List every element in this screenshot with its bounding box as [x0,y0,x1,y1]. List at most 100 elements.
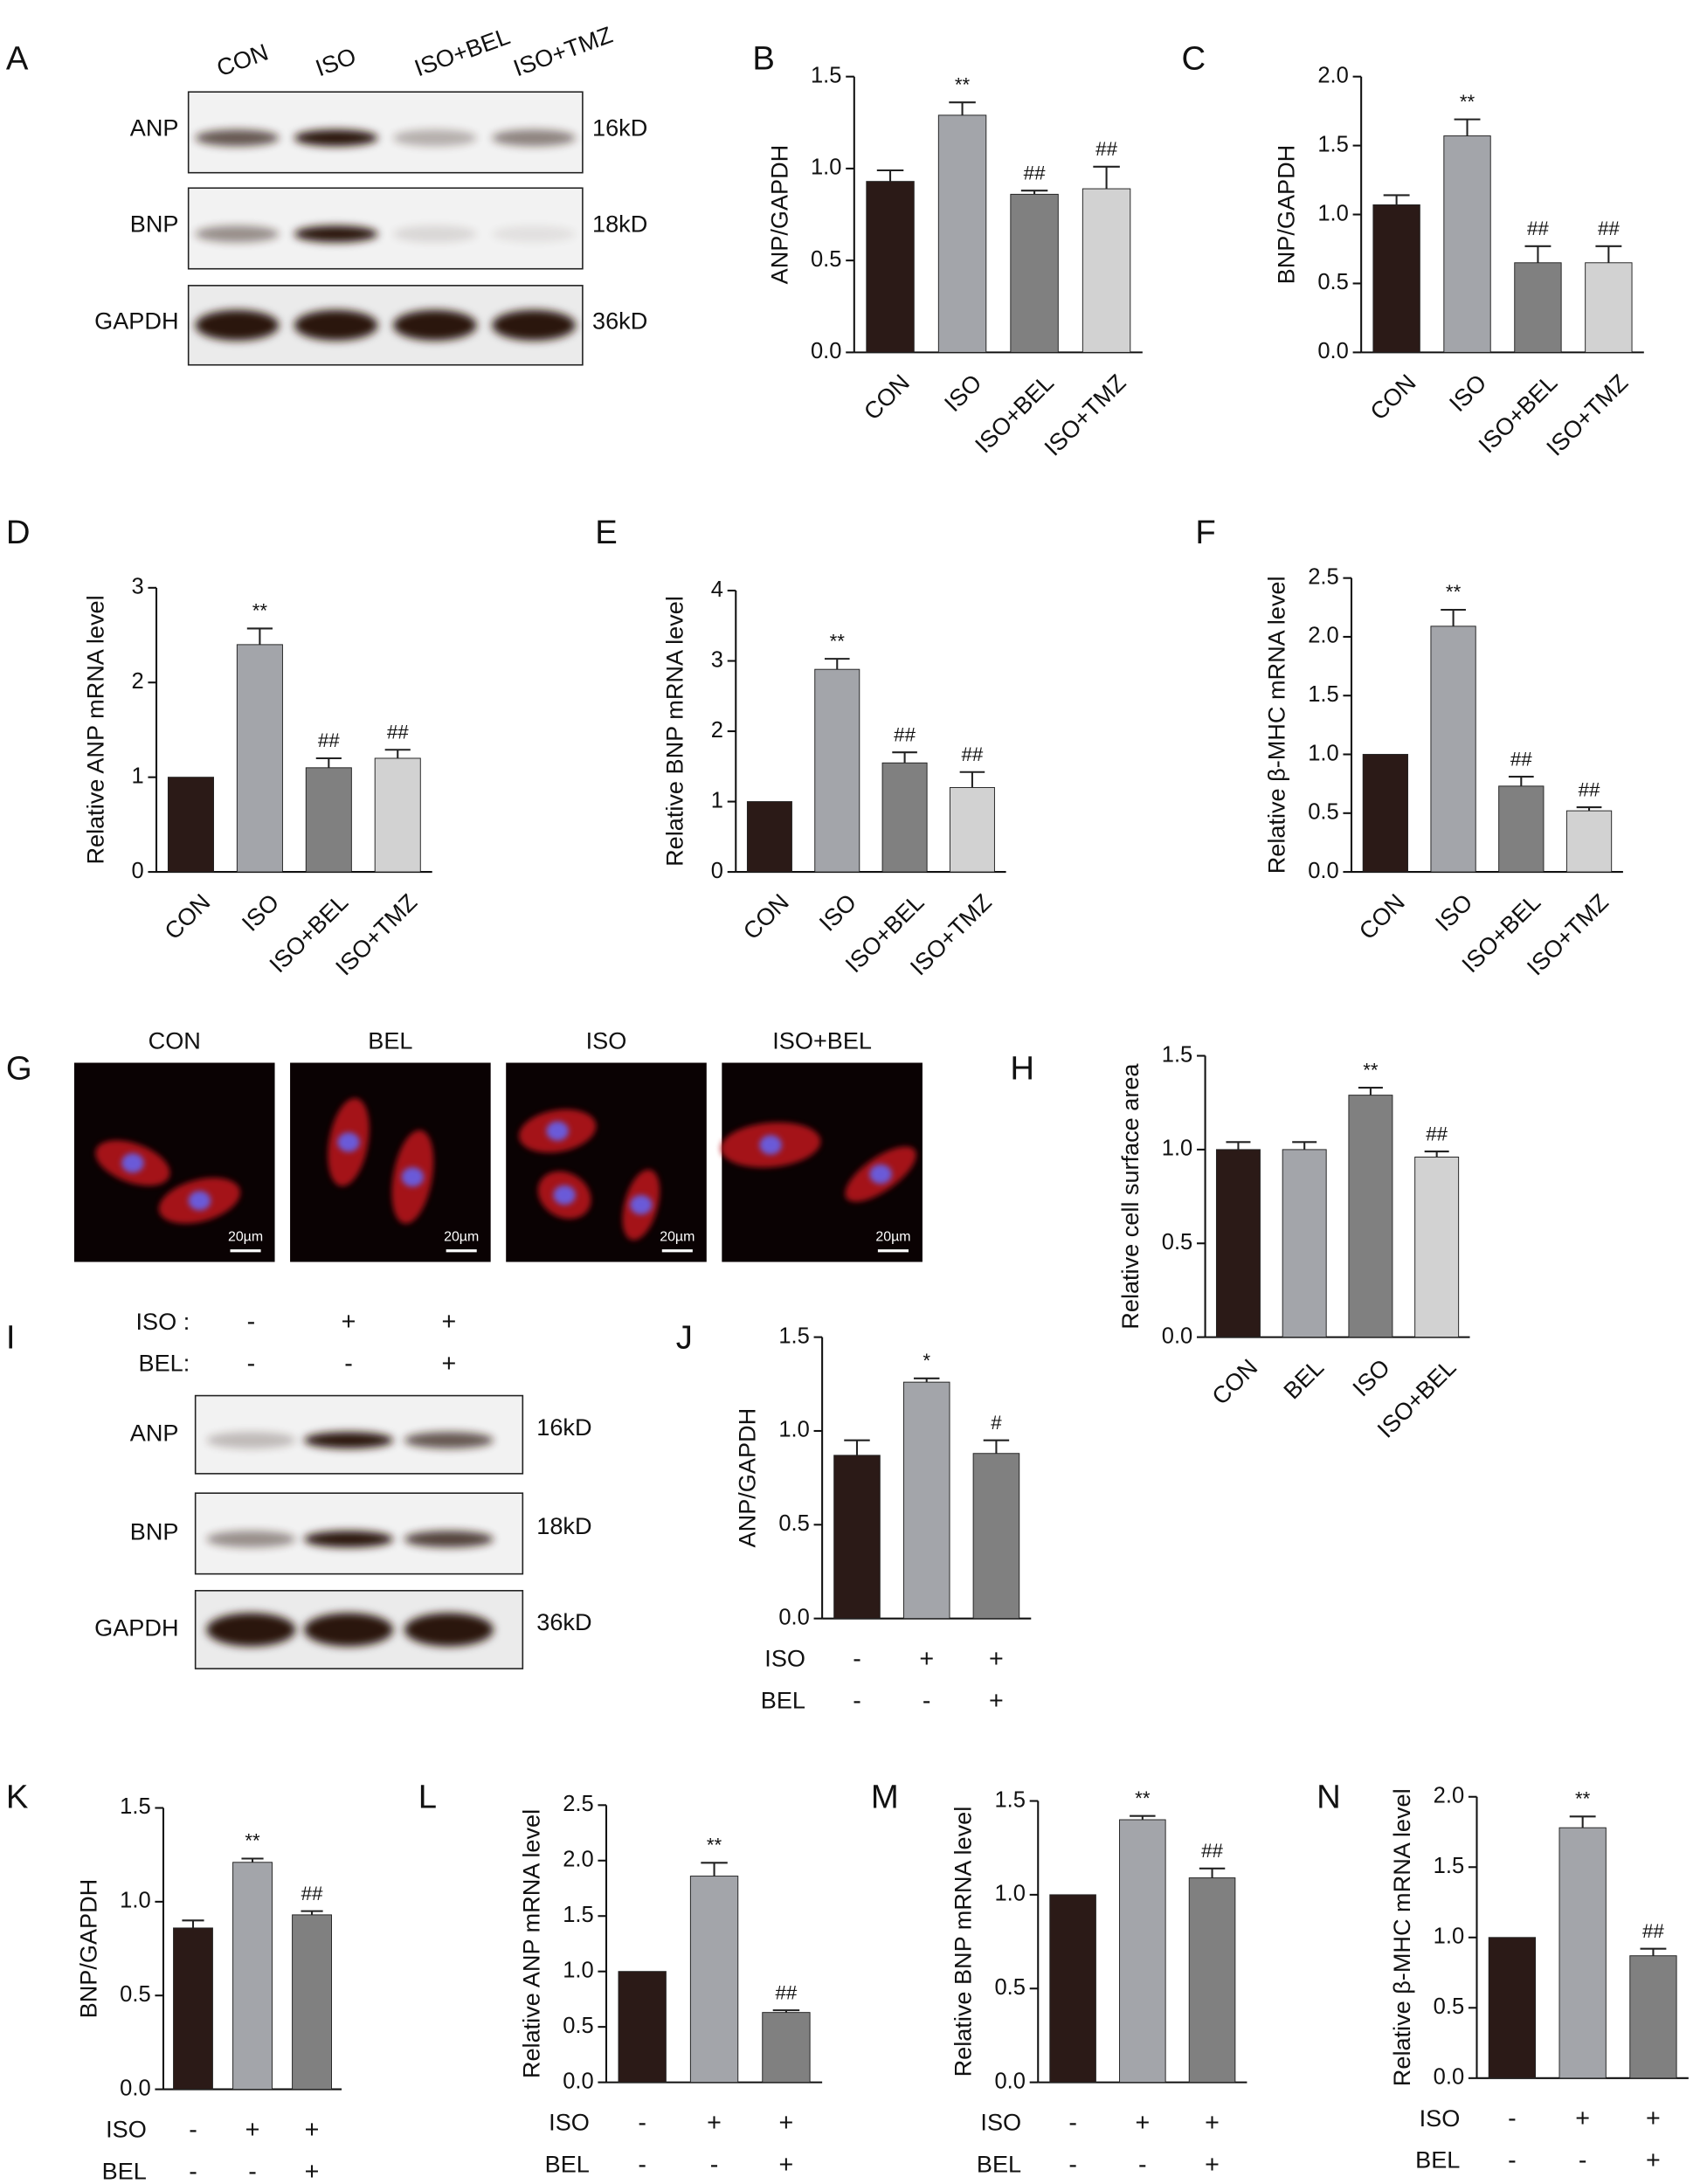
x-row-sign: - [853,1687,861,1715]
bar [1498,785,1545,873]
image-title: BEL [368,1027,412,1054]
band [404,1432,494,1449]
error-bar [246,627,273,645]
significance-label: ## [1598,218,1620,239]
y-tick-label: 1.0 [1308,741,1338,765]
error-bar [301,1910,323,1915]
significance-label: ## [318,729,340,751]
y-tick-label: 2.0 [563,1848,593,1872]
band [404,1531,494,1548]
bar [1430,625,1476,873]
significance-label: ## [1201,1840,1223,1862]
band [393,129,477,147]
x-row-sign: - [248,2158,257,2184]
x-row-label: BEL [102,2157,147,2184]
band [195,225,280,243]
band [304,1613,394,1647]
image-title: ISO+BEL [772,1027,872,1054]
error-bar [949,101,976,115]
x-row-sign: + [1205,2151,1220,2179]
y-tick-label: 1.5 [1162,1042,1192,1067]
error-bar [1441,608,1466,626]
error-bar [824,658,850,670]
bar [236,644,283,873]
row-label: GAPDH [94,1614,178,1641]
x-row-sign: + [305,2116,320,2144]
micrograph [506,1062,707,1262]
x-row-sign: - [638,2151,646,2179]
y-tick-label: 0.0 [1434,2065,1464,2090]
x-row-sign: + [989,1687,1004,1715]
significance-label: ## [1579,778,1600,800]
error-bar [959,771,985,788]
bar [762,2012,811,2084]
nucleus [337,1132,360,1152]
significance-label: ## [1642,1920,1664,1942]
band [206,1613,296,1647]
significance-label: ** [1575,1788,1591,1810]
x-row-sign: + [779,2151,794,2179]
x-row-sign: + [1135,2109,1150,2137]
y-tick-label: 0.0 [778,1605,809,1629]
x-row-label: ISO [980,2109,1021,2136]
nucleus [401,1167,425,1187]
y-tick-label: 1.0 [1434,1925,1464,1949]
bar [374,757,421,873]
significance-label: * [923,1350,930,1372]
y-tick-label: 0.5 [1317,270,1348,294]
error-bar [1640,1947,1667,1956]
error-bar [384,749,411,758]
y-tick-label: 2.5 [563,1792,593,1816]
size-label: 16kD [536,1413,591,1441]
panel-label: H [1010,1050,1034,1088]
y-axis-label: ANP/GAPDH [734,1408,761,1548]
bar [1082,188,1131,353]
error-bar [1358,1087,1383,1095]
panel-label: K [6,1779,29,1816]
nucleus [121,1153,144,1173]
x-row-sign: + [779,2109,794,2137]
condition-label: ISO : [136,1308,190,1335]
significance-label: ## [894,723,916,745]
y-tick-label: 0.0 [1162,1324,1192,1348]
x-row-label: BEL [545,2150,590,2177]
bar [1514,262,1562,353]
micrograph [290,1062,491,1262]
x-row-sign: + [989,1645,1004,1673]
y-tick-label: 1.5 [120,1794,150,1819]
bar [305,767,352,873]
y-tick-label: 0.0 [563,2069,593,2093]
x-row-label: ISO [1420,2105,1461,2132]
x-row-sign: - [1579,2146,1587,2174]
bar [1188,1877,1236,2084]
y-tick-label: 0.5 [1434,1994,1464,2019]
y-tick-label: 0.5 [994,1975,1025,2000]
x-row-label: BEL [761,1686,805,1713]
error-bar [182,1919,204,1928]
y-tick-label: 1.5 [811,63,841,87]
x-row-sign: - [853,1645,861,1673]
bar [902,1381,950,1620]
x-row-sign: + [245,2116,260,2144]
band [294,225,378,243]
significance-label: ## [1426,1123,1448,1144]
x-row-label: BEL [977,2150,1021,2177]
y-axis-label: Relative BNP mRNA level [950,1807,977,2077]
significance-label: ## [1527,218,1549,239]
bar [1282,1149,1327,1338]
x-row-label: ISO [106,2116,147,2143]
y-axis-label: Relative ANP mRNA level [81,595,108,864]
y-tick-label: 1.5 [1434,1854,1464,1878]
y-tick-label: 2 [131,669,143,694]
y-tick-label: 1.0 [994,1882,1025,1906]
bar [689,1876,739,2084]
panel-label: B [752,40,775,78]
scale-bar-label: 20µm [660,1230,695,1245]
y-tick-label: 1.5 [1308,682,1338,707]
y-tick-label: 1 [711,788,723,812]
condition-sign: - [344,1350,353,1378]
bar [866,181,915,353]
error-bar [1199,1867,1226,1878]
significance-label: ## [1095,138,1117,160]
x-row-sign: - [1508,2146,1517,2174]
